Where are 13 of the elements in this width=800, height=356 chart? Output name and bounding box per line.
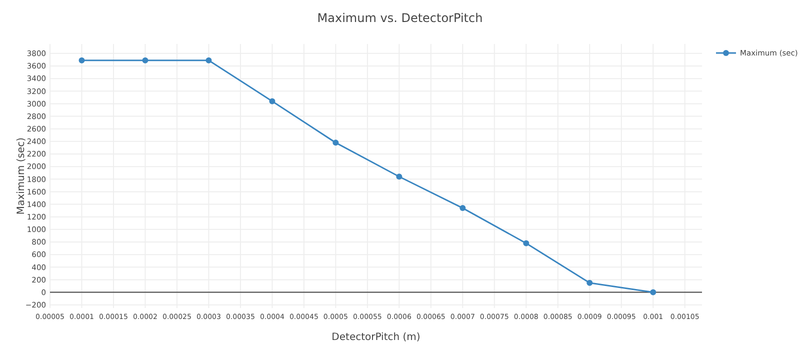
x-axis-title: DetectorPitch (m) — [332, 332, 420, 343]
point — [460, 205, 466, 212]
point — [78, 57, 85, 64]
point — [523, 240, 530, 246]
point — [332, 140, 339, 146]
point — [206, 57, 212, 64]
point — [142, 57, 148, 64]
point — [586, 280, 593, 286]
y-axis-title: Maximum (sec) — [16, 137, 27, 215]
chart-title: Maximum vs. DetectorPitch — [317, 11, 483, 25]
point — [269, 98, 276, 104]
point — [396, 174, 402, 180]
point — [650, 289, 656, 296]
